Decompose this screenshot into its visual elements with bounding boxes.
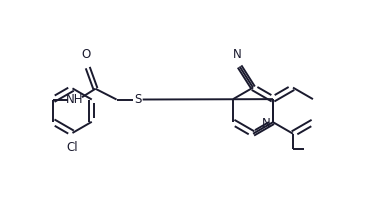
Text: N: N (262, 117, 271, 130)
Text: NH: NH (65, 93, 83, 106)
Text: Cl: Cl (67, 141, 78, 154)
Text: N: N (233, 48, 242, 61)
Text: S: S (134, 93, 141, 106)
Text: O: O (81, 48, 91, 61)
